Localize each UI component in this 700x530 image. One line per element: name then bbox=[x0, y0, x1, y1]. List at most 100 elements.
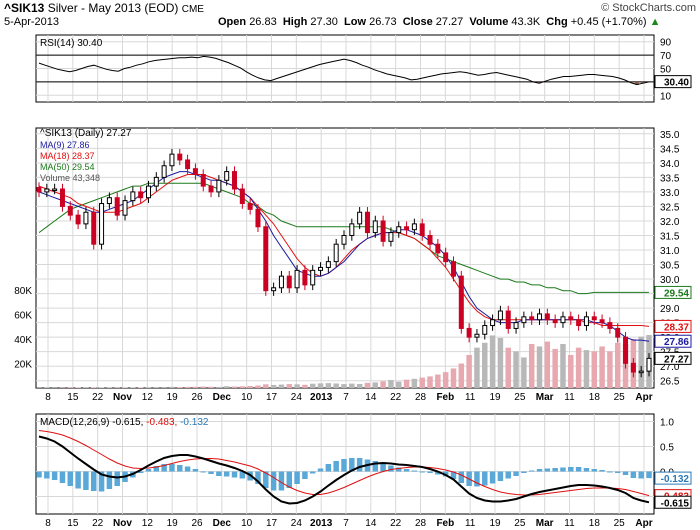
volume-bar bbox=[317, 383, 324, 388]
candle-body bbox=[505, 310, 511, 329]
volume-bar bbox=[145, 387, 152, 388]
x-axis-label: 15 bbox=[67, 392, 79, 403]
volume-bar bbox=[552, 348, 558, 388]
ma50-value-label: 29.54 bbox=[664, 288, 689, 299]
volume-bar bbox=[614, 342, 621, 388]
x-axis-label: Nov bbox=[113, 392, 132, 403]
volume-bar bbox=[521, 357, 527, 388]
volume-bar bbox=[325, 383, 332, 388]
volume-bar bbox=[458, 363, 465, 388]
macd-histogram-bar bbox=[200, 471, 206, 473]
volume-bar bbox=[638, 336, 644, 388]
macd-tick-label: 0.5 bbox=[660, 443, 674, 454]
x-axis-label: 11 bbox=[465, 392, 476, 403]
macd-histogram-bar bbox=[458, 471, 465, 483]
macd-histogram-bar bbox=[302, 471, 308, 479]
macd-histogram-bar bbox=[91, 471, 97, 491]
macd-histogram-bar bbox=[145, 469, 152, 472]
candle-body bbox=[646, 357, 652, 372]
macd-histogram-bar bbox=[607, 471, 613, 473]
volume-bar bbox=[466, 355, 472, 388]
price-tick-label: 33.0 bbox=[660, 188, 680, 199]
candle-body bbox=[404, 226, 410, 231]
candle-body bbox=[388, 232, 394, 242]
volume-bar bbox=[513, 351, 519, 388]
macd-value-label-box bbox=[654, 495, 692, 509]
candle-body bbox=[310, 269, 316, 286]
rsi-legend: RSI(14) 30.40 bbox=[40, 38, 103, 49]
macd-histogram-bar bbox=[646, 471, 652, 479]
rsi-value-label: 30.40 bbox=[664, 78, 689, 89]
x-axis-label: 11 bbox=[465, 518, 476, 529]
candle-body bbox=[75, 214, 81, 225]
x-axis-label: 22 bbox=[390, 392, 402, 403]
macd-histogram-bar bbox=[552, 468, 558, 472]
candle-body bbox=[349, 223, 355, 236]
volume-tick-label: 40K bbox=[14, 335, 32, 346]
price-tick-label: 29.0 bbox=[660, 304, 680, 315]
volume-bar bbox=[286, 384, 292, 388]
volume-bar bbox=[356, 383, 363, 388]
candle-body bbox=[458, 275, 464, 329]
candle-body bbox=[271, 287, 277, 292]
macd-histogram-bar bbox=[177, 465, 183, 472]
macd-histogram-bar bbox=[575, 467, 582, 472]
macd-histogram-bar bbox=[231, 471, 238, 478]
x-axis-label: 10 bbox=[241, 518, 253, 529]
close-value-label: 27.27 bbox=[664, 354, 689, 365]
macd-histogram-bar bbox=[114, 471, 120, 486]
chart-title: ^SIK13 Silver - May 2013 (EOD) CME bbox=[4, 1, 204, 15]
x-axis-label: 2013 bbox=[310, 392, 333, 403]
ma50-line bbox=[38, 182, 649, 295]
x-axis-label: 22 bbox=[390, 518, 402, 529]
volume-bar bbox=[239, 386, 246, 388]
candle-body bbox=[52, 188, 58, 192]
candle-body bbox=[255, 208, 261, 228]
open-value: 26.83 bbox=[249, 16, 277, 28]
macd-histogram-bar bbox=[278, 471, 285, 491]
volume-bar bbox=[184, 386, 191, 388]
ma50-legend: MA(50) 29.54 bbox=[40, 162, 95, 172]
candle-body bbox=[450, 261, 456, 277]
rsi-tick-label: 10 bbox=[660, 91, 672, 102]
x-axis-label: 18 bbox=[589, 392, 601, 403]
volume-bar bbox=[599, 346, 605, 388]
x-axis-label: 25 bbox=[614, 518, 626, 529]
x-axis-label: 8 bbox=[45, 392, 51, 403]
x-axis-label: 19 bbox=[167, 518, 179, 529]
volume-bar bbox=[364, 382, 371, 388]
candle-body bbox=[607, 322, 613, 329]
x-axis-label: Mar bbox=[536, 518, 554, 529]
macd-histogram-bar bbox=[513, 471, 519, 476]
candle-body bbox=[67, 205, 73, 216]
volume-bar bbox=[396, 381, 402, 388]
x-axis-label: 26 bbox=[191, 518, 203, 529]
macd-histogram-bar bbox=[98, 471, 105, 492]
macd-hist-value-label-box bbox=[654, 471, 692, 485]
macd-histogram-bar bbox=[184, 466, 191, 472]
candle-body bbox=[372, 220, 378, 234]
volume-bar bbox=[419, 377, 425, 388]
macd-histogram-bar bbox=[333, 461, 339, 472]
rsi-tick-label: 90 bbox=[660, 38, 672, 49]
macd-histogram-bar bbox=[411, 470, 418, 472]
macd-histogram-bar bbox=[137, 471, 144, 473]
candle-body bbox=[615, 327, 621, 338]
candle-body bbox=[443, 252, 449, 263]
high-value: 27.30 bbox=[310, 16, 338, 28]
volume-bar bbox=[536, 346, 543, 388]
volume-bar bbox=[130, 387, 136, 388]
volume-bar bbox=[247, 386, 253, 388]
candle-body bbox=[302, 269, 308, 286]
chg-value: +0.45 (+1.70%) bbox=[570, 16, 647, 28]
x-axis-label: 19 bbox=[489, 392, 501, 403]
candle-body bbox=[552, 319, 558, 324]
x-axis-label: 22 bbox=[92, 392, 104, 403]
volume-value: 43.3K bbox=[511, 16, 541, 28]
candle-body bbox=[224, 171, 230, 181]
candle-body bbox=[380, 220, 386, 242]
volume-tick-label: 60K bbox=[14, 311, 32, 322]
macd-histogram-bar bbox=[450, 471, 457, 479]
x-axis-label: 11 bbox=[564, 518, 575, 529]
x-axis-label: Feb bbox=[436, 392, 454, 403]
